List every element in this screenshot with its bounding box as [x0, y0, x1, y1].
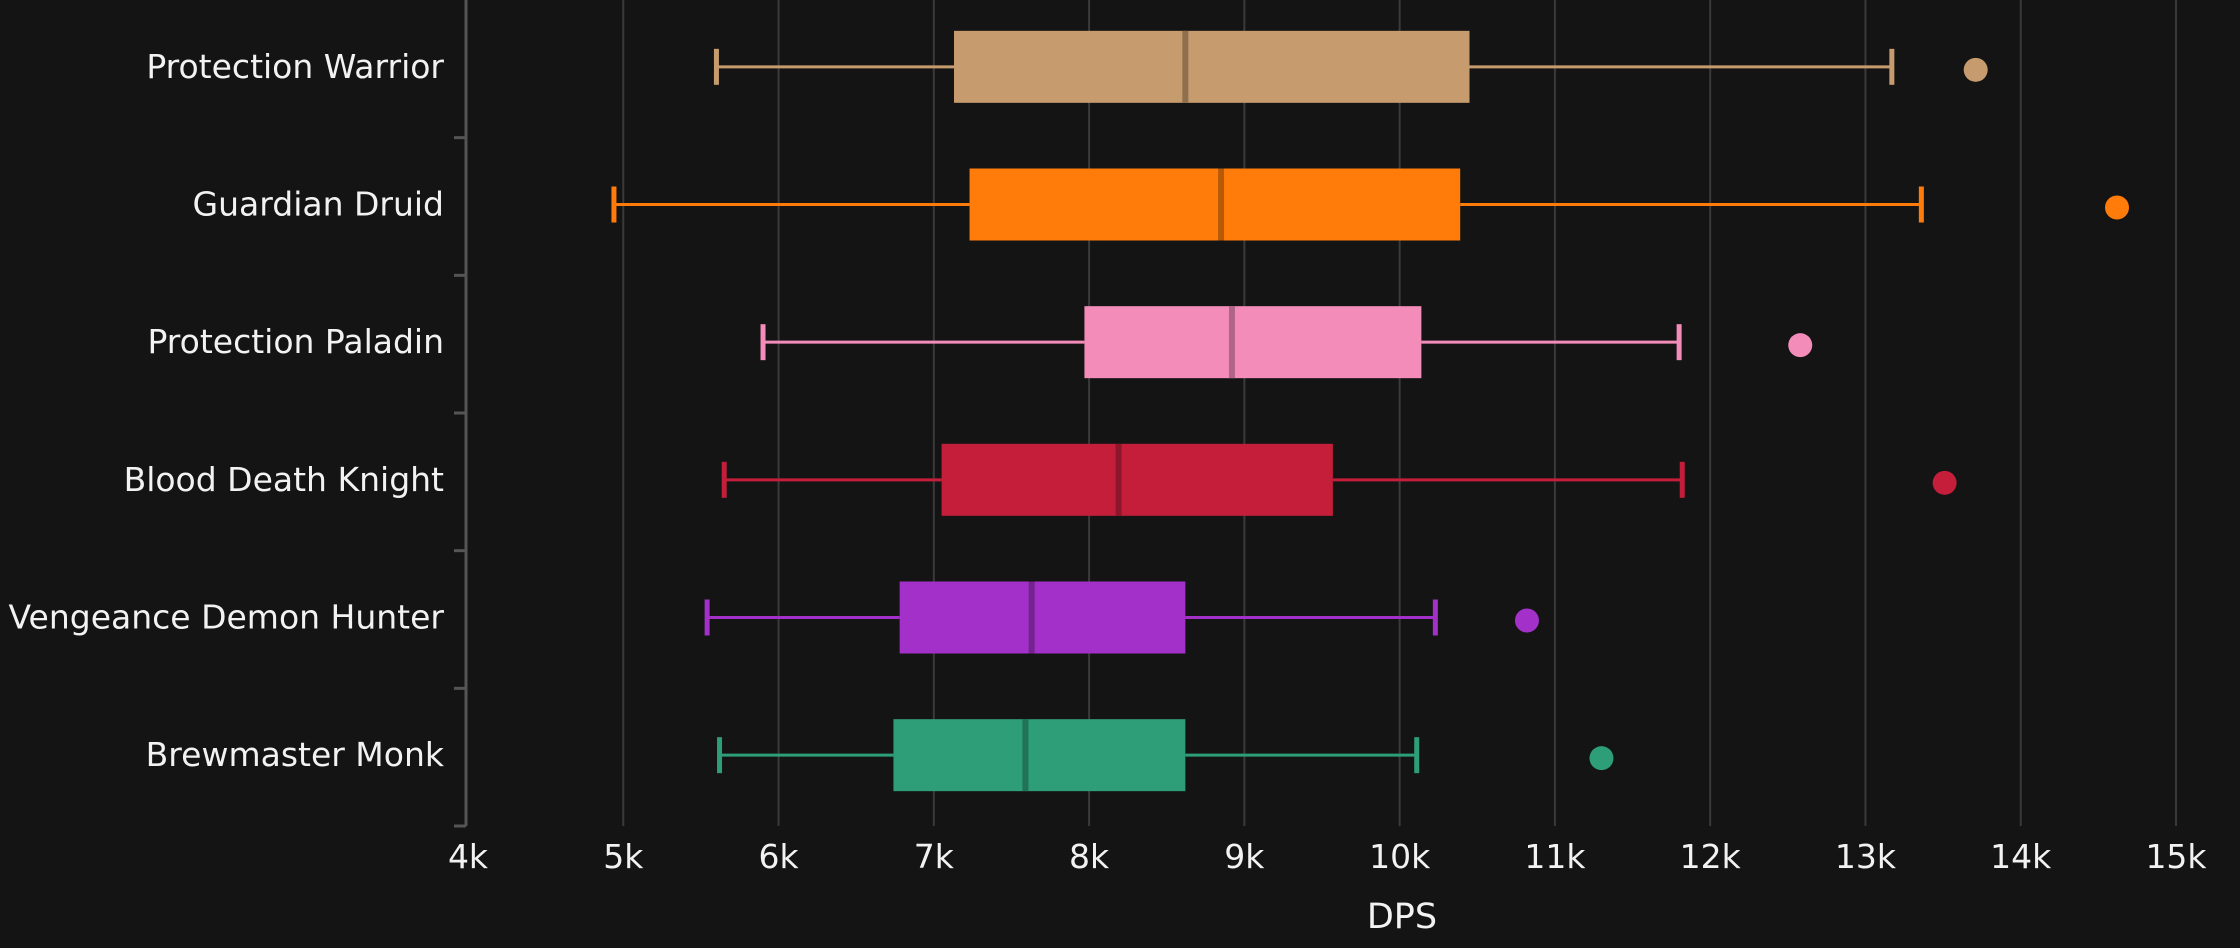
box-group [713, 30, 1988, 103]
box-group [760, 306, 1813, 379]
x-tick-label: 15k [2145, 837, 2207, 876]
category-label: Protection Warrior [146, 47, 444, 86]
x-tick-label: 6k [758, 837, 799, 876]
outlier-point [1589, 746, 1614, 771]
category-label: Guardian Druid [193, 185, 444, 224]
category-label: Vengeance Demon Hunter [9, 598, 445, 637]
x-tick-label: 7k [914, 837, 955, 876]
axes [454, 0, 468, 828]
x-tick-label: 8k [1069, 837, 1110, 876]
x-tick-label: 9k [1224, 837, 1265, 876]
x-tick-label: 5k [603, 837, 644, 876]
outlier-point [1514, 608, 1539, 633]
outlier-point [1963, 57, 1988, 82]
x-tick-label: 10k [1369, 837, 1431, 876]
outlier-point [1788, 333, 1813, 358]
iqr-box [899, 581, 1186, 654]
iqr-box [941, 443, 1333, 516]
iqr-box [954, 30, 1470, 103]
category-label: Brewmaster Monk [146, 735, 445, 774]
box-group [611, 168, 2129, 241]
outlier-point [2104, 195, 2129, 220]
outlier-point [1932, 470, 1957, 495]
x-tick-label: 14k [1990, 837, 2052, 876]
box-group [717, 719, 1614, 792]
iqr-box [1084, 306, 1422, 379]
box-group [721, 443, 1957, 516]
x-tick-label: 12k [1680, 837, 1742, 876]
x-tick-label: 11k [1524, 837, 1586, 876]
x-axis-title: DPS [1367, 897, 1437, 937]
labels: 4k 5k 6k 7k 8k 9k 10k 11k 12k 13k 14k 15k Protection… [9, 47, 2208, 876]
iqr-box [969, 168, 1461, 241]
x-tick-label: 13k [1835, 837, 1897, 876]
category-label: Blood Death Knight [124, 460, 444, 499]
box-group [704, 581, 1539, 654]
x-tick-label: 4k [448, 837, 489, 876]
box-series [611, 30, 2129, 792]
grid-lines [622, 0, 2177, 826]
iqr-box [893, 719, 1186, 792]
category-label: Protection Paladin [147, 322, 444, 361]
